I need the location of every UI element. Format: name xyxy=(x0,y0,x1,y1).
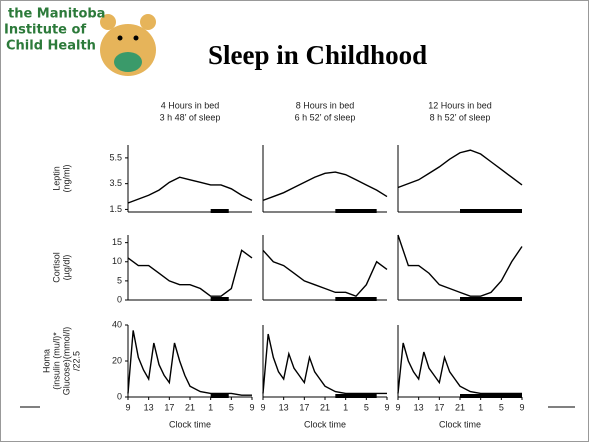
x-tick-label: 17 xyxy=(299,402,309,412)
x-tick-label: 1 xyxy=(343,402,348,412)
sleep-bar xyxy=(335,394,377,398)
x-axis-label: Clock time xyxy=(304,419,346,429)
y-tick-label: 0 xyxy=(117,391,122,401)
x-tick-label: 13 xyxy=(144,402,154,412)
y-tick-label: 15 xyxy=(112,237,122,247)
sleep-bar xyxy=(335,209,377,213)
data-line xyxy=(397,234,523,297)
x-tick-label: 17 xyxy=(434,402,444,412)
x-tick-label: 9 xyxy=(519,402,524,412)
sleep-bar xyxy=(460,394,522,398)
panel-title: 8 h 52’ of sleep xyxy=(430,112,491,122)
panel-title: 12 Hours in bed xyxy=(428,100,492,110)
x-tick-label: 9 xyxy=(249,402,254,412)
data-line xyxy=(127,330,252,396)
y-axis-label: Cortisol xyxy=(51,252,61,283)
x-tick-label: 1 xyxy=(208,402,213,412)
panel-title: 8 Hours in bed xyxy=(296,100,355,110)
y-axis-label: (ng/ml) xyxy=(61,164,71,192)
data-line xyxy=(397,149,523,189)
x-tick-label: 5 xyxy=(364,402,369,412)
x-tick-label: 13 xyxy=(414,402,424,412)
y-tick-label: 5 xyxy=(117,275,122,285)
logo-line: the Manitoba xyxy=(8,7,105,22)
x-axis-label: Clock time xyxy=(169,419,211,429)
x-tick-label: 5 xyxy=(499,402,504,412)
x-tick-label: 9 xyxy=(125,402,130,412)
x-tick-label: 1 xyxy=(478,402,483,412)
y-tick-label: 1.5 xyxy=(109,204,122,214)
x-tick-label: 21 xyxy=(185,402,195,412)
x-tick-label: 17 xyxy=(164,402,174,412)
y-tick-label: 3.5 xyxy=(109,178,122,188)
x-axis-label: Clock time xyxy=(439,419,481,429)
data-line xyxy=(127,249,253,297)
y-axis-label: Homa xyxy=(41,349,51,373)
data-line xyxy=(262,171,388,202)
sleep-bar xyxy=(210,209,229,213)
panel-title: 6 h 52’ of sleep xyxy=(295,112,356,122)
logo-line: Child Health xyxy=(6,39,96,54)
y-axis-label: /22.5 xyxy=(71,351,81,371)
x-tick-label: 21 xyxy=(320,402,330,412)
panel-title: 4 Hours in bed xyxy=(161,100,220,110)
data-line xyxy=(262,333,387,395)
sleep-bar xyxy=(335,297,377,301)
data-line xyxy=(262,249,388,297)
logo-line: Institute of xyxy=(4,23,86,38)
x-tick-label: 5 xyxy=(229,402,234,412)
logo-bear xyxy=(100,14,156,76)
y-tick-label: 10 xyxy=(112,256,122,266)
slide-title: Sleep in Childhood xyxy=(208,40,427,70)
data-line xyxy=(397,342,522,395)
y-axis-label: (µg/dl) xyxy=(61,255,71,281)
x-tick-label: 13 xyxy=(279,402,289,412)
y-tick-label: 5.5 xyxy=(109,152,122,162)
y-tick-label: 20 xyxy=(112,355,122,365)
x-tick-label: 9 xyxy=(260,402,265,412)
x-tick-label: 9 xyxy=(384,402,389,412)
y-tick-label: 40 xyxy=(112,319,122,329)
y-tick-label: 0 xyxy=(117,294,122,304)
y-axis-label: (insulin (mu/l)* xyxy=(51,332,61,390)
x-tick-label: 9 xyxy=(395,402,400,412)
x-tick-label: 21 xyxy=(455,402,465,412)
y-axis-label: Glucose)(mmol/l) xyxy=(61,327,71,396)
data-line xyxy=(127,176,253,204)
panel-title: 3 h 48’ of sleep xyxy=(160,112,221,122)
sleep-bar xyxy=(210,297,229,301)
sleep-bar xyxy=(460,209,522,213)
y-axis-label: Leptin xyxy=(51,166,61,191)
sleep-bar xyxy=(210,394,229,398)
sleep-bar xyxy=(460,297,522,301)
